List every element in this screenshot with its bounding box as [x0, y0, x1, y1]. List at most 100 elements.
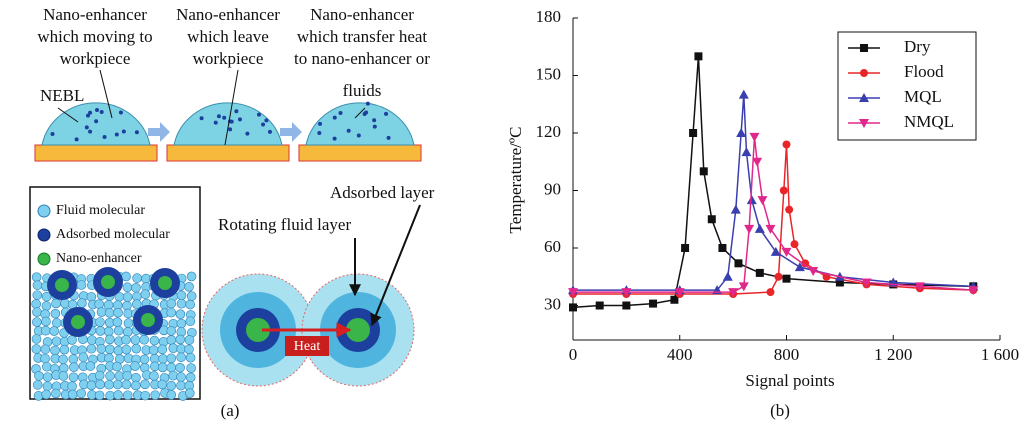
- fluid-molecule: [121, 271, 131, 282]
- marker: [730, 204, 741, 214]
- fluid-molecule: [150, 361, 160, 372]
- fluid-molecule: [166, 380, 177, 391]
- x-tick-label: 1 600: [981, 345, 1019, 364]
- fluid-molecule: [131, 343, 142, 354]
- fluid-molecule: [50, 345, 60, 356]
- nano-dot: [216, 114, 221, 119]
- heat-transfer: Heat Adsorbed layer Rotating fluid layer: [201, 183, 435, 387]
- marker: [755, 268, 764, 277]
- fluid-molecule: [104, 308, 115, 318]
- nano-dot: [264, 118, 269, 123]
- step-label: which leave: [187, 27, 269, 46]
- fluid-molecule: [105, 371, 115, 381]
- marker: [722, 271, 733, 281]
- fluid-molecule: [87, 335, 97, 345]
- fluid-molecule: [95, 326, 106, 336]
- marker: [794, 262, 805, 272]
- fluid-molecule: [105, 390, 115, 401]
- fluid-molecule: [96, 343, 107, 354]
- fluid-molecule: [132, 273, 142, 283]
- pointer: [99, 69, 113, 119]
- marker: [779, 186, 788, 195]
- nano-dot: [237, 117, 242, 122]
- nano-enhancer: [55, 278, 69, 292]
- nano-dot: [256, 112, 261, 117]
- fluid-molecule: [168, 343, 179, 354]
- fluid-molecule: [32, 317, 42, 327]
- fluid-molecule: [68, 354, 79, 364]
- step-label: Nano-enhancer: [176, 5, 280, 24]
- fluid-molecule: [176, 318, 187, 329]
- marker: [808, 267, 819, 276]
- legend-swatch: [37, 204, 51, 218]
- fluid-molecule: [103, 300, 114, 310]
- fluid-molecule: [104, 379, 114, 390]
- nano-dot: [332, 115, 337, 120]
- fluid-molecule: [157, 362, 168, 373]
- nano-enhancer: [101, 275, 115, 289]
- fluid-molecule: [31, 299, 41, 309]
- marker: [681, 244, 690, 252]
- nano-dot: [245, 131, 250, 136]
- workpiece: [166, 144, 290, 162]
- pointer: [370, 204, 421, 327]
- fluid-molecule: [139, 354, 150, 365]
- y-tick-label: 120: [536, 122, 562, 141]
- fluid-molecule: [32, 307, 42, 317]
- pointer: [354, 107, 366, 119]
- marker: [861, 278, 872, 288]
- nano-enhancer: [346, 318, 370, 342]
- fluid-molecule: [49, 326, 59, 336]
- series-line: [573, 144, 974, 295]
- fluid-molecule: [113, 345, 124, 356]
- fluid-molecule: [186, 363, 196, 373]
- step-label: to nano-enhancer or: [294, 49, 430, 68]
- fluid-molecule: [103, 326, 114, 337]
- marker: [649, 299, 658, 308]
- fluid-molecule: [113, 325, 124, 336]
- nano-dot: [332, 136, 337, 141]
- marker: [914, 282, 925, 292]
- nano-dot: [384, 111, 389, 116]
- legend-label: Adsorbed molecular: [56, 227, 170, 242]
- fluid-molecule: [32, 290, 43, 300]
- fluid-molecule: [94, 370, 105, 381]
- workpiece: [34, 144, 158, 162]
- fluid-molecule: [51, 318, 62, 328]
- fluid-molecule: [59, 344, 70, 355]
- y-tick-label: 60: [544, 237, 561, 256]
- marker: [859, 93, 869, 102]
- y-axis-label: Temperature/ºC: [506, 127, 525, 234]
- marker: [968, 286, 979, 296]
- fluid-molecule: [67, 389, 78, 400]
- heat-label: Heat: [294, 339, 321, 354]
- marker: [801, 259, 810, 268]
- nano-dot: [74, 137, 79, 142]
- x-tick-label: 800: [774, 345, 800, 364]
- nano-dot: [386, 135, 391, 140]
- legend-label: Fluid molecular: [56, 203, 145, 218]
- fluid-molecule: [96, 307, 107, 317]
- nano-dot: [121, 129, 126, 134]
- fluid-molecule: [175, 334, 186, 345]
- fluid-molecule: [176, 298, 187, 309]
- fluid-molecule: [42, 381, 53, 392]
- marker: [736, 128, 747, 137]
- fluid-molecule: [139, 334, 149, 345]
- fluid-molecule: [86, 380, 97, 391]
- fluid-molecule: [122, 370, 132, 381]
- marker: [707, 215, 716, 224]
- x-tick-label: 400: [667, 345, 693, 364]
- legend-label: NMQL: [904, 112, 954, 131]
- fluid-molecule: [76, 388, 86, 399]
- nano-dot: [213, 120, 218, 125]
- nano-dot: [338, 111, 343, 116]
- nano-dot: [102, 134, 107, 139]
- nano-enhancer: [141, 313, 155, 327]
- fluid-molecule: [51, 336, 62, 347]
- nano-dot: [372, 124, 377, 129]
- marker: [694, 52, 703, 61]
- fluid-molecule: [85, 361, 96, 371]
- nebl-label: NEBL: [40, 86, 84, 105]
- nano-dot: [318, 121, 323, 126]
